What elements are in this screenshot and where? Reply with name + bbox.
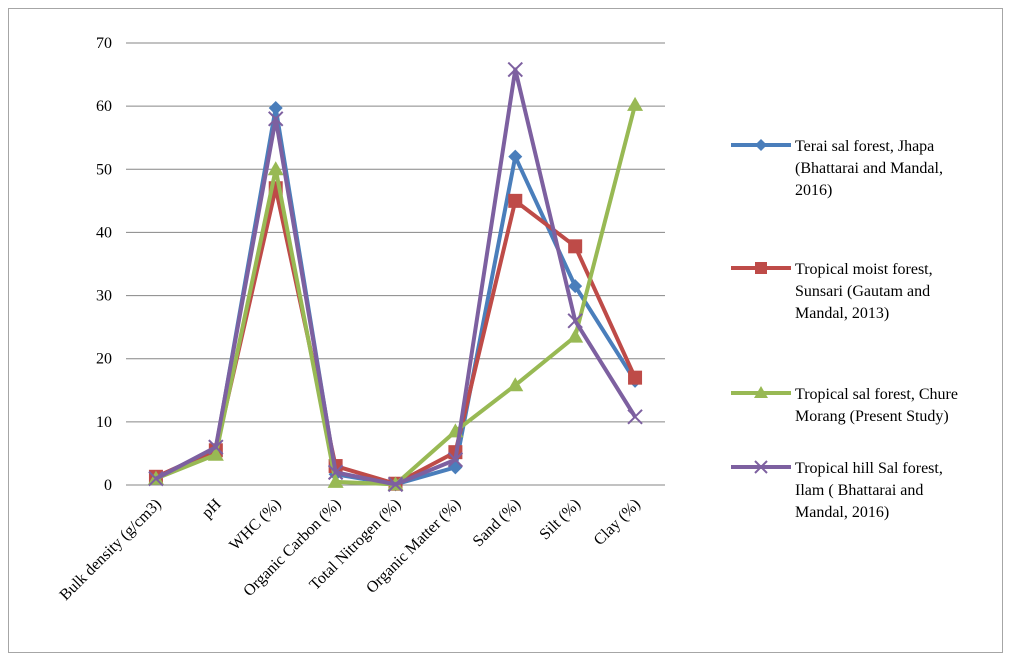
y-tick-label: 50 (96, 161, 112, 178)
data-point-stroke (754, 460, 768, 474)
series-2 (148, 181, 643, 491)
legend-entry: Tropical sal forest, Chure Morang (Presen… (731, 386, 958, 425)
x-tick-label: Bulk density (g/cm3) (57, 496, 165, 604)
y-tick-label: 70 (96, 35, 112, 52)
data-point-stroke (208, 439, 224, 455)
data-point (508, 193, 523, 208)
data-point (447, 452, 464, 468)
data-point (627, 96, 644, 111)
legend-entry: Tropical moist forest, Sunsari (Gautam an… (731, 261, 933, 322)
legend-label: Terai sal forest, Jhapa (795, 138, 934, 155)
legend-entry: Tropical hill Sal forest, Ilam ( Bhattara… (731, 460, 943, 521)
data-point-stroke (447, 452, 464, 468)
data-point (268, 111, 284, 127)
legend: Terai sal forest, Jhapa (Bhattarai and Ma… (731, 138, 958, 521)
x-axis-tick-labels: Bulk density (g/cm3) pH WHC (%)Organic Car… (57, 495, 644, 603)
data-point (754, 386, 768, 398)
y-tick-label: 40 (96, 224, 112, 241)
y-tick-label: 10 (96, 414, 112, 431)
legend-label: Tropical moist forest, (795, 261, 933, 278)
legend-label: Morang (Present Study) (795, 408, 949, 425)
legend-label: 2016) (795, 182, 832, 199)
data-point (508, 149, 523, 164)
data-point (754, 460, 768, 474)
data-point (207, 446, 224, 461)
x-tick-label: WHC (%) (226, 496, 284, 554)
data-point (755, 262, 767, 274)
legend-label: Tropical sal forest, Chure (795, 386, 958, 403)
x-tick-label: Clay (%) (591, 496, 644, 549)
legend-label: Tropical hill Sal forest, (795, 460, 943, 477)
legend-label: (Bhattarai and Mandal, (795, 160, 943, 177)
data-point-stroke (627, 409, 643, 425)
y-axis-tick-labels: 0 10 20 30 40 50 60 70 (96, 35, 112, 494)
x-tick-label: Sand (%) (470, 496, 524, 550)
data-point (327, 473, 344, 488)
y-tick-label: 30 (96, 288, 112, 305)
data-point (568, 239, 583, 254)
data-point-stroke (268, 111, 284, 127)
data-point-stroke (507, 61, 523, 78)
legend-label: Mandal, 2016) (795, 504, 889, 521)
data-point (755, 139, 767, 151)
data-point-stroke (567, 313, 583, 329)
legend-entry: Terai sal forest, Jhapa (Bhattarai and Ma… (731, 138, 943, 199)
chart-frame (8, 8, 1003, 653)
data-point (507, 61, 523, 78)
data-point (208, 439, 224, 455)
data-point (628, 370, 643, 385)
series-line (155, 106, 637, 487)
x-tick-label: Silt (%) (536, 496, 584, 544)
data-point (327, 464, 344, 481)
data-point (387, 476, 404, 493)
data-point-stroke (148, 470, 164, 487)
y-tick-label: 20 (96, 351, 112, 368)
data-point (148, 470, 164, 487)
data-point (567, 328, 584, 343)
series-line (155, 104, 637, 487)
series-4 (148, 61, 643, 493)
data-point (267, 161, 284, 176)
data-point-stroke (387, 476, 404, 493)
data-point-stroke (327, 464, 344, 481)
x-tick-label: pH (199, 495, 225, 521)
data-point (507, 377, 524, 392)
legend-label: Sunsari (Gautam and (795, 283, 930, 300)
y-tick-label: 0 (104, 477, 112, 494)
data-point (567, 313, 583, 329)
legend-label: Mandal, 2013) (795, 305, 889, 322)
y-tick-label: 60 (96, 98, 112, 115)
legend-label: Ilam ( Bhattarai and (795, 482, 923, 499)
data-point (627, 409, 643, 425)
data-point (268, 101, 283, 116)
data-point (568, 279, 583, 294)
series-layer (147, 61, 644, 493)
